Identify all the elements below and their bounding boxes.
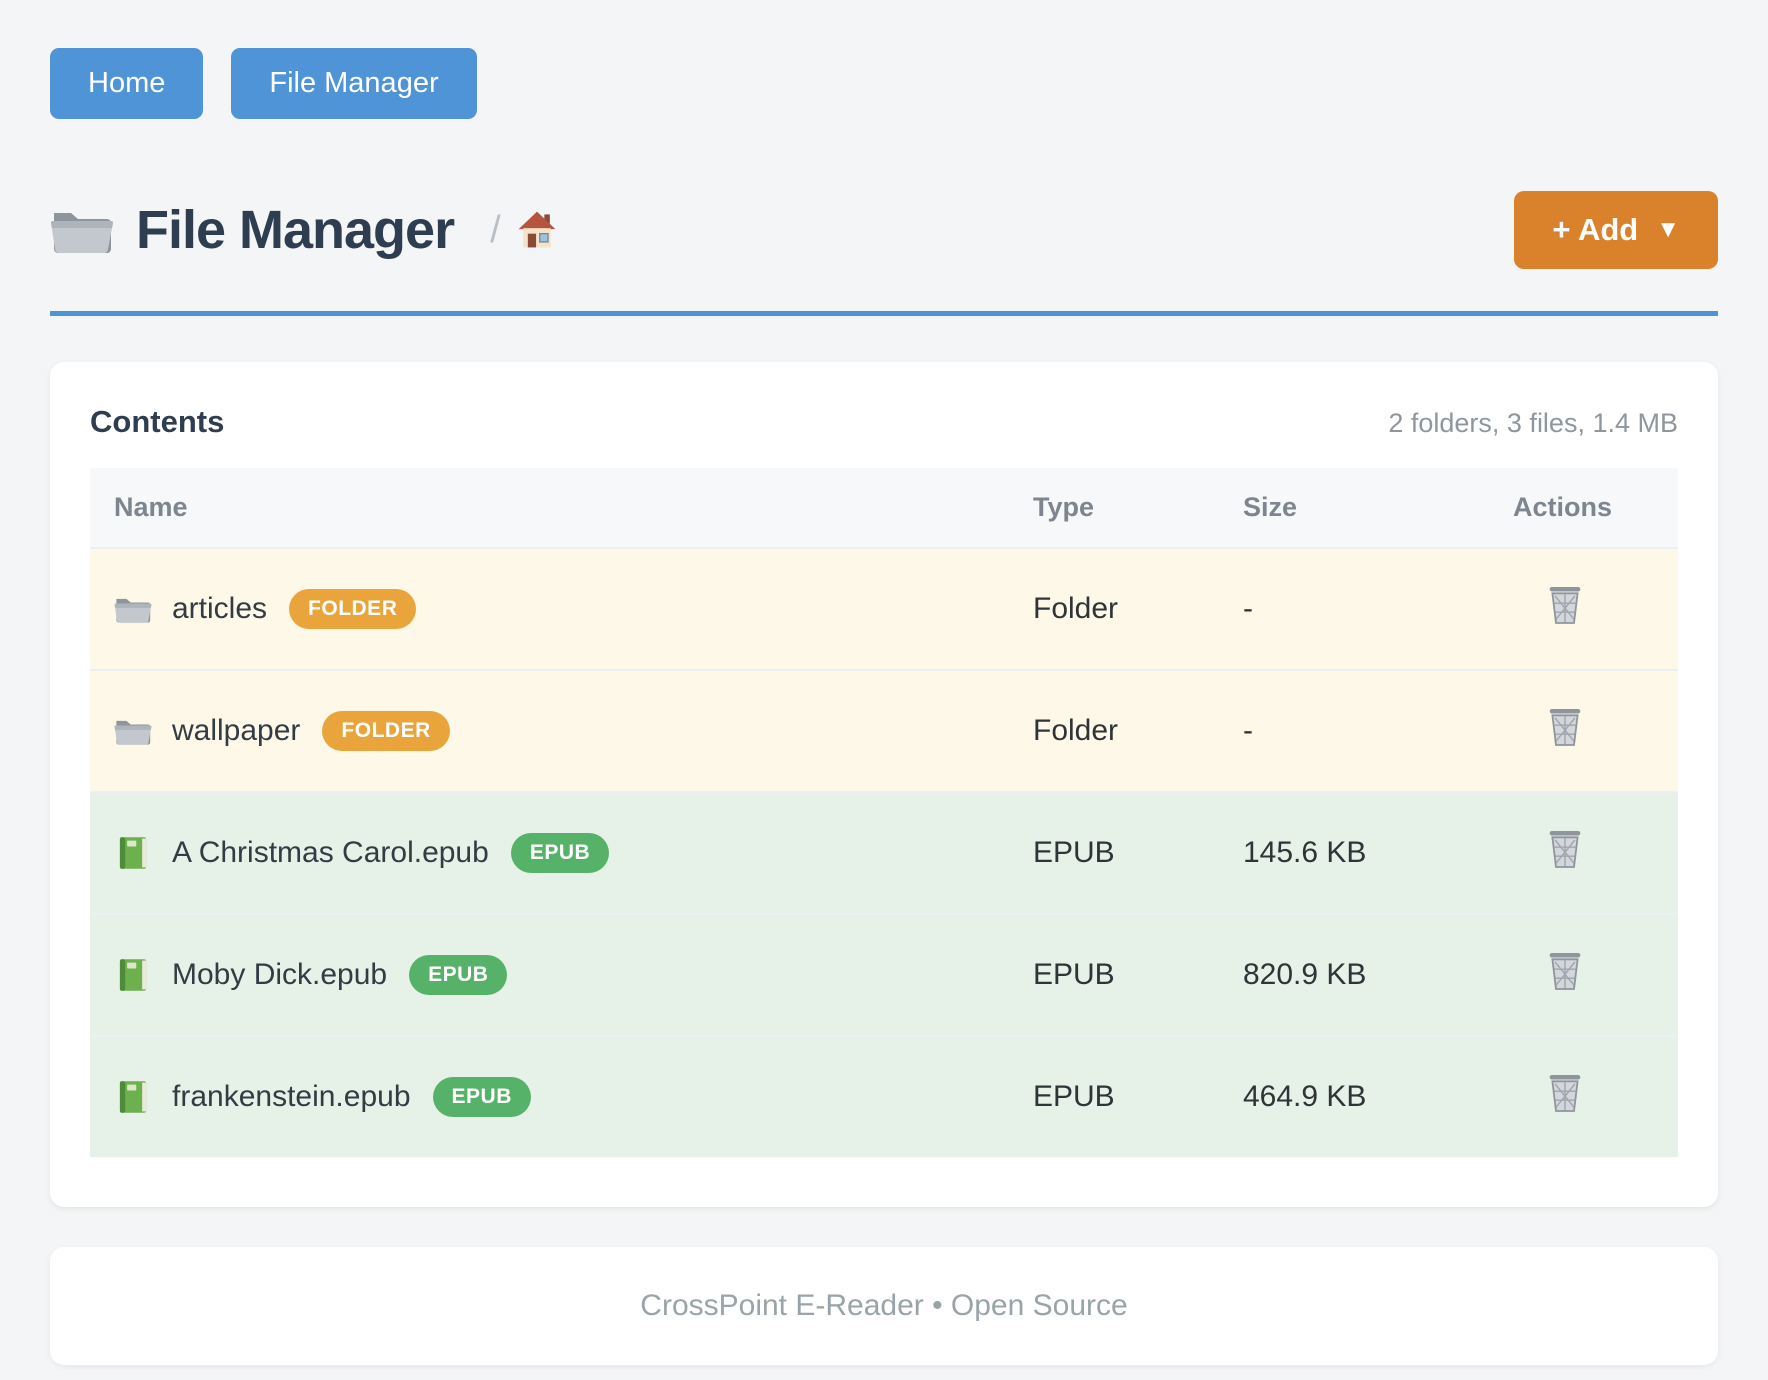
row-name[interactable]: frankenstein.epub xyxy=(172,1080,411,1113)
book-icon xyxy=(114,958,152,992)
row-type-badge: EPUB xyxy=(432,1077,531,1117)
folder-icon xyxy=(114,714,152,748)
contents-summary: 2 folders, 3 files, 1.4 MB xyxy=(1388,408,1678,438)
row-size: 464.9 KB xyxy=(1223,1035,1493,1157)
contents-card: Contents 2 folders, 3 files, 1.4 MB Name… xyxy=(50,362,1718,1207)
contents-card-header: Contents 2 folders, 3 files, 1.4 MB xyxy=(90,404,1678,440)
column-header-size: Size xyxy=(1223,468,1493,548)
delete-button[interactable] xyxy=(1547,951,1583,991)
table-row: frankenstein.epub EPUB EPUB 464.9 KB xyxy=(90,1035,1678,1157)
add-button-label: + Add xyxy=(1552,212,1639,247)
row-size: - xyxy=(1223,547,1493,670)
trash-icon xyxy=(1547,829,1583,869)
row-type: EPUB xyxy=(1013,791,1223,914)
top-nav: Home File Manager xyxy=(50,48,1718,119)
chevron-down-icon: ▼ xyxy=(1656,216,1680,243)
footer: CrossPoint E-Reader • Open Source xyxy=(50,1247,1718,1365)
trash-icon xyxy=(1547,707,1583,747)
page-header: File Manager / + Add ▼ xyxy=(50,191,1718,269)
row-name[interactable]: Moby Dick.epub xyxy=(172,958,388,991)
contents-heading: Contents xyxy=(90,404,225,439)
book-icon xyxy=(114,1080,152,1114)
table-row: articles FOLDER Folder - xyxy=(90,547,1678,670)
trash-icon xyxy=(1547,1073,1583,1113)
nav-file-manager-button[interactable]: File Manager xyxy=(231,48,477,119)
delete-button[interactable] xyxy=(1547,585,1583,625)
row-size: 145.6 KB xyxy=(1223,791,1493,914)
row-type: Folder xyxy=(1013,669,1223,792)
delete-button[interactable] xyxy=(1547,707,1583,747)
row-name[interactable]: articles xyxy=(172,592,268,625)
delete-button[interactable] xyxy=(1547,1073,1583,1113)
row-type-badge: EPUB xyxy=(510,833,610,873)
table-row: A Christmas Carol.epub EPUB EPUB 145.6 K… xyxy=(90,791,1678,914)
row-type: EPUB xyxy=(1013,913,1223,1036)
breadcrumb: / xyxy=(490,208,559,252)
column-header-type: Type xyxy=(1013,468,1223,548)
contents-table-body: articles FOLDER Folder - wallpaper FOLDE… xyxy=(90,547,1678,1157)
trash-icon xyxy=(1547,585,1583,625)
book-icon xyxy=(114,836,152,870)
trash-icon xyxy=(1547,951,1583,991)
house-icon[interactable] xyxy=(515,208,559,252)
delete-button[interactable] xyxy=(1547,829,1583,869)
column-header-actions: Actions xyxy=(1493,468,1678,548)
row-size: - xyxy=(1223,669,1493,792)
row-type-badge: EPUB xyxy=(409,955,508,995)
folder-icon xyxy=(114,592,152,626)
accent-divider xyxy=(50,311,1718,316)
row-type-badge: FOLDER xyxy=(289,589,417,629)
table-header-row: Name Type Size Actions xyxy=(90,468,1678,548)
nav-home-button[interactable]: Home xyxy=(50,48,204,119)
row-type: EPUB xyxy=(1013,1035,1223,1157)
table-row: Moby Dick.epub EPUB EPUB 820.9 KB xyxy=(90,913,1678,1036)
add-button[interactable]: + Add ▼ xyxy=(1514,191,1718,269)
files-table: Name Type Size Actions articles FOLDER F… xyxy=(90,468,1678,1157)
title-group: File Manager / xyxy=(50,199,559,261)
folder-icon xyxy=(50,203,114,257)
row-type-badge: FOLDER xyxy=(322,711,450,751)
row-name[interactable]: A Christmas Carol.epub xyxy=(172,836,489,869)
footer-text: CrossPoint E-Reader • Open Source xyxy=(640,1289,1128,1322)
column-header-name: Name xyxy=(90,468,1013,548)
row-type: Folder xyxy=(1013,547,1223,670)
row-size: 820.9 KB xyxy=(1223,913,1493,1036)
table-row: wallpaper FOLDER Folder - xyxy=(90,669,1678,792)
page-title: File Manager xyxy=(136,200,455,260)
row-name[interactable]: wallpaper xyxy=(172,714,301,747)
breadcrumb-separator: / xyxy=(490,208,501,251)
